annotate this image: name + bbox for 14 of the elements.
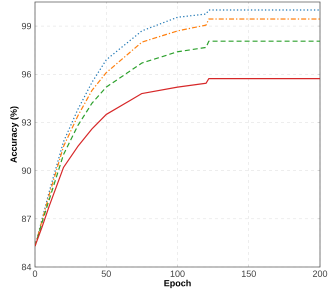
x-tick-label: 200 [312, 270, 328, 277]
y-tick-label: 87 [22, 216, 32, 222]
y-tick-label: 99 [22, 22, 32, 30]
y-tick-label: 84 [22, 264, 32, 270]
x-axis-title: Epoch [164, 280, 191, 288]
y-tick-label: 90 [22, 167, 32, 174]
line-series [35, 78, 320, 247]
x-tick-label: 50 [102, 270, 111, 277]
x-tick-label: 0 [32, 270, 38, 277]
x-tick-label: 100 [170, 270, 185, 277]
y-axis-title: Accuracy (%) [10, 106, 19, 163]
x-tick-label: 150 [242, 270, 256, 277]
y-tick-label: 96 [22, 71, 32, 78]
y-tick-label: 93 [22, 119, 32, 126]
